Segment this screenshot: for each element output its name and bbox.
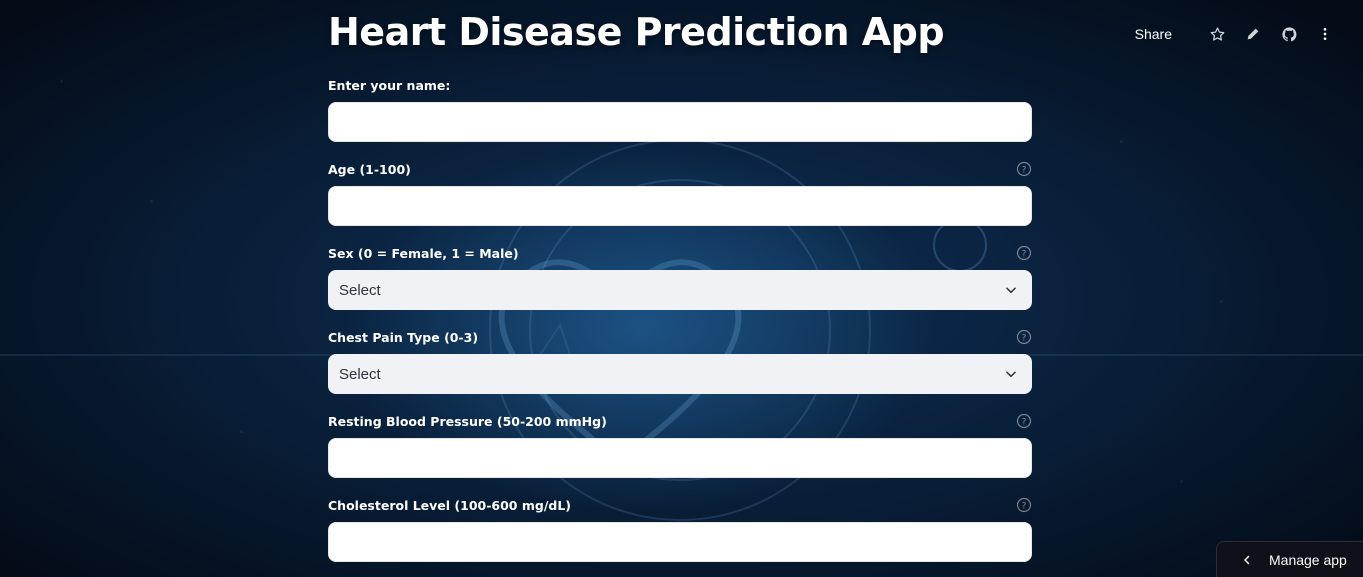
manage-app-label: Manage app bbox=[1269, 551, 1347, 568]
help-icon[interactable]: ? bbox=[1016, 245, 1032, 261]
github-icon[interactable] bbox=[1279, 24, 1299, 44]
share-button[interactable]: Share bbox=[1134, 26, 1172, 42]
chevron-down-icon bbox=[1006, 371, 1016, 378]
chevron-down-icon bbox=[1006, 287, 1016, 294]
sex-label: Sex (0 = Female, 1 = Male) bbox=[328, 245, 519, 261]
svg-text:?: ? bbox=[1022, 502, 1027, 512]
name-input[interactable] bbox=[328, 102, 1032, 142]
name-field: Enter your name: bbox=[328, 76, 1032, 142]
chest-pain-field: Chest Pain Type (0-3) ? Select bbox=[328, 328, 1032, 394]
age-label: Age (1-100) bbox=[328, 161, 411, 177]
cholesterol-label: Cholesterol Level (100-600 mg/dL) bbox=[328, 497, 572, 513]
age-field: Age (1-100) ? bbox=[328, 160, 1032, 226]
cholesterol-field: Cholesterol Level (100-600 mg/dL) ? bbox=[328, 496, 1032, 562]
name-label: Enter your name: bbox=[328, 77, 451, 93]
help-icon[interactable]: ? bbox=[1016, 413, 1032, 429]
chevron-left-icon bbox=[1244, 555, 1250, 564]
chest-pain-select[interactable]: Select bbox=[328, 354, 1032, 394]
svg-text:?: ? bbox=[1022, 334, 1027, 344]
pencil-icon[interactable] bbox=[1243, 24, 1263, 44]
help-icon[interactable]: ? bbox=[1016, 329, 1032, 345]
svg-text:?: ? bbox=[1022, 166, 1027, 176]
star-icon[interactable] bbox=[1207, 24, 1227, 44]
help-icon[interactable]: ? bbox=[1016, 497, 1032, 513]
main-content: Heart Disease Prediction App Enter your … bbox=[328, 0, 1032, 562]
cholesterol-input[interactable] bbox=[328, 522, 1032, 562]
help-icon[interactable]: ? bbox=[1016, 161, 1032, 177]
age-input[interactable] bbox=[328, 186, 1032, 226]
resting-bp-field: Resting Blood Pressure (50-200 mmHg) ? bbox=[328, 412, 1032, 478]
chest-pain-select-value: Select bbox=[339, 365, 381, 383]
resting-bp-label: Resting Blood Pressure (50-200 mmHg) bbox=[328, 413, 607, 429]
resting-bp-input[interactable] bbox=[328, 438, 1032, 478]
sex-field: Sex (0 = Female, 1 = Male) ? Select bbox=[328, 244, 1032, 310]
top-toolbar: Share bbox=[1135, 22, 1335, 46]
sex-select-value: Select bbox=[339, 281, 381, 299]
chest-pain-label: Chest Pain Type (0-3) bbox=[328, 329, 479, 345]
svg-text:?: ? bbox=[1022, 250, 1027, 260]
sex-select[interactable]: Select bbox=[328, 270, 1032, 310]
svg-text:?: ? bbox=[1022, 418, 1027, 428]
page-title: Heart Disease Prediction App bbox=[328, 10, 945, 54]
more-vertical-icon[interactable] bbox=[1315, 24, 1335, 44]
manage-app-button[interactable]: Manage app bbox=[1216, 541, 1363, 577]
